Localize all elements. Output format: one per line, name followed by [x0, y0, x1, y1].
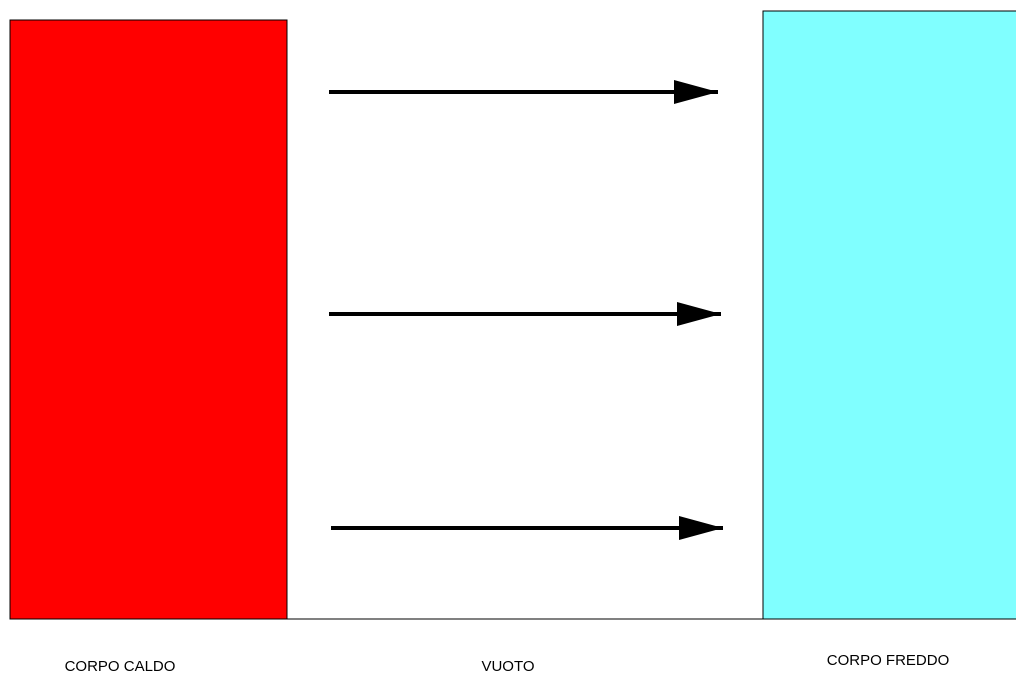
cold-body-block: [762, 10, 1016, 620]
hot-body-block: [9, 19, 288, 620]
cold-body-label: CORPO FREDDO: [827, 652, 950, 669]
hot-body-label: CORPO CALDO: [65, 658, 176, 675]
vacuum-label: VUOTO: [481, 658, 534, 675]
